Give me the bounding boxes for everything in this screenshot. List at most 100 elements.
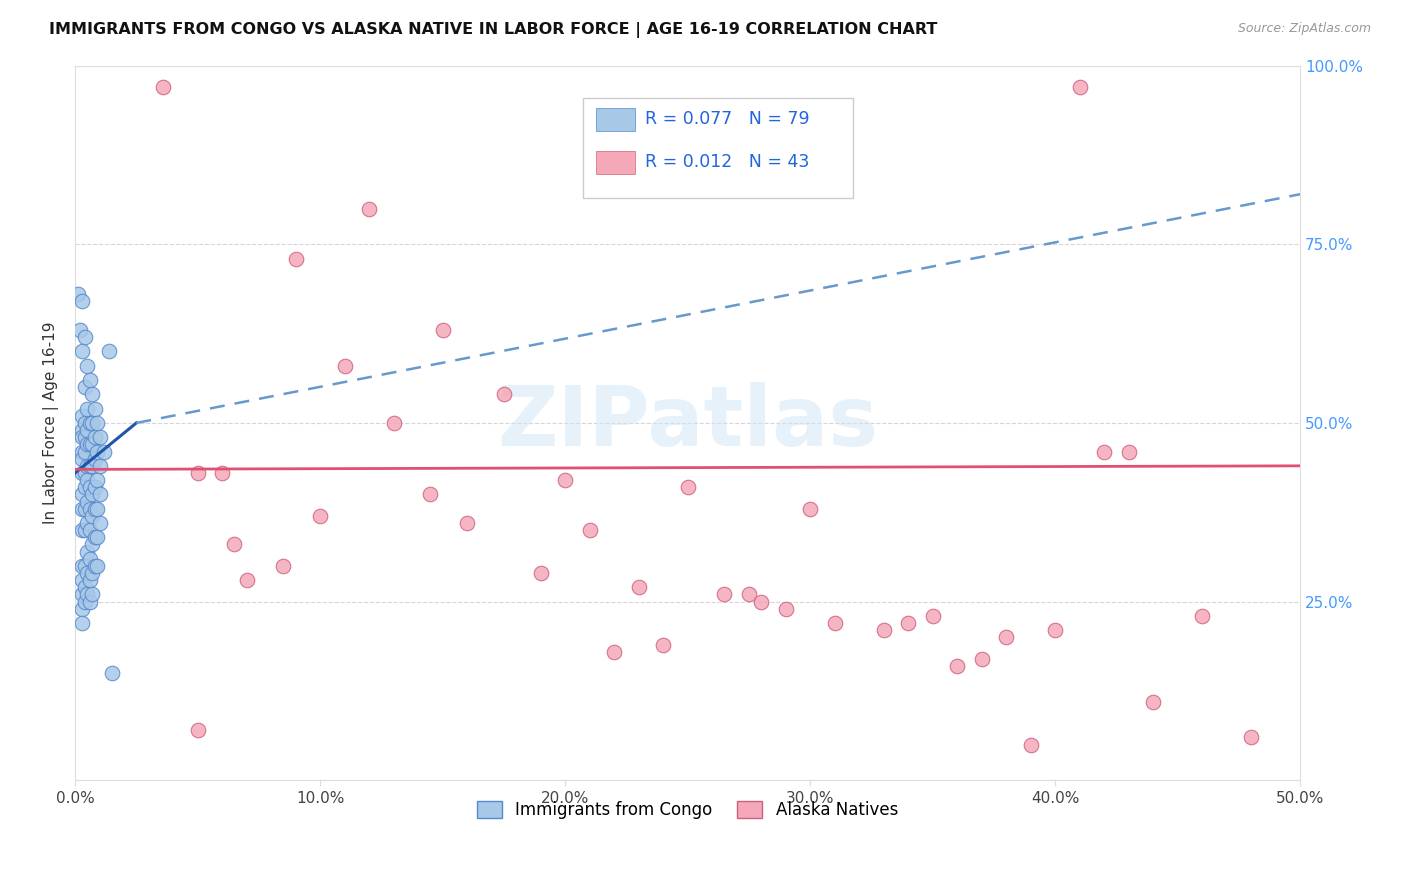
Point [76,516,98,530]
Point [82,387,104,401]
Point [73,430,96,444]
Point [79,373,101,387]
Point [738,587,761,601]
Point [82,537,104,551]
Point [224,537,246,551]
Point [86,416,108,430]
Point [73,416,96,430]
Point [897,616,920,631]
Point [73,594,96,608]
Point [1043,624,1066,638]
FancyBboxPatch shape [596,152,636,174]
Point [79,437,101,451]
Point [79,594,101,608]
Point [419,487,441,501]
Point [72,409,94,423]
Point [749,594,772,608]
Point [66,287,89,301]
Point [713,587,735,601]
Point [72,523,94,537]
Point [235,573,257,587]
Text: IMMIGRANTS FROM CONGO VS ALASKA NATIVE IN LABOR FORCE | AGE 16-19 CORRELATION CH: IMMIGRANTS FROM CONGO VS ALASKA NATIVE I… [49,22,938,38]
Point [82,487,104,501]
Point [73,501,96,516]
Point [83,451,105,466]
Point [72,573,94,587]
Point [1019,738,1042,752]
Point [72,487,94,501]
Point [432,323,454,337]
Point [872,624,894,638]
Point [72,344,94,359]
Point [83,401,105,416]
Point [775,601,797,615]
Point [676,480,699,494]
Point [1092,444,1115,458]
Point [69,323,91,337]
Text: Source: ZipAtlas.com: Source: ZipAtlas.com [1237,22,1371,36]
Point [211,466,233,480]
Point [284,252,307,266]
Point [83,480,105,494]
Point [76,359,98,373]
Point [72,616,94,631]
Point [73,330,96,344]
Point [79,551,101,566]
Legend: Immigrants from Congo, Alaska Natives: Immigrants from Congo, Alaska Natives [470,794,905,826]
Point [1142,695,1164,709]
Point [652,638,675,652]
Point [72,587,94,601]
Point [82,437,104,451]
Point [76,473,98,487]
Point [86,444,108,458]
Point [89,458,111,473]
Point [554,473,576,487]
Point [1240,731,1263,745]
Point [73,444,96,458]
Text: ZIPatlas: ZIPatlas [498,383,879,464]
Point [921,608,943,623]
Point [82,416,104,430]
Point [79,458,101,473]
Point [93,444,115,458]
Point [83,430,105,444]
Y-axis label: In Labor Force | Age 16-19: In Labor Force | Age 16-19 [44,322,59,524]
Text: R = 0.077   N = 79: R = 0.077 N = 79 [645,111,810,128]
Point [73,380,96,394]
Point [73,466,96,480]
Point [76,544,98,558]
Point [83,558,105,573]
Point [627,580,650,594]
Point [72,501,94,516]
Point [86,530,108,544]
Point [72,451,94,466]
Point [73,523,96,537]
Point [79,523,101,537]
Point [187,723,209,738]
Point [76,401,98,416]
Point [333,359,356,373]
Point [83,530,105,544]
Point [86,501,108,516]
Point [76,458,98,473]
Point [824,616,846,631]
Point [82,508,104,523]
Point [72,558,94,573]
Point [152,80,174,95]
Point [492,387,515,401]
Point [995,631,1018,645]
Point [1191,608,1213,623]
Point [101,666,124,681]
Point [79,480,101,494]
Point [98,344,121,359]
FancyBboxPatch shape [596,109,636,131]
Point [82,587,104,601]
Point [79,501,101,516]
Point [529,566,551,580]
Point [309,508,332,523]
Point [76,566,98,580]
Point [89,516,111,530]
Point [86,473,108,487]
Point [86,558,108,573]
Point [603,645,626,659]
